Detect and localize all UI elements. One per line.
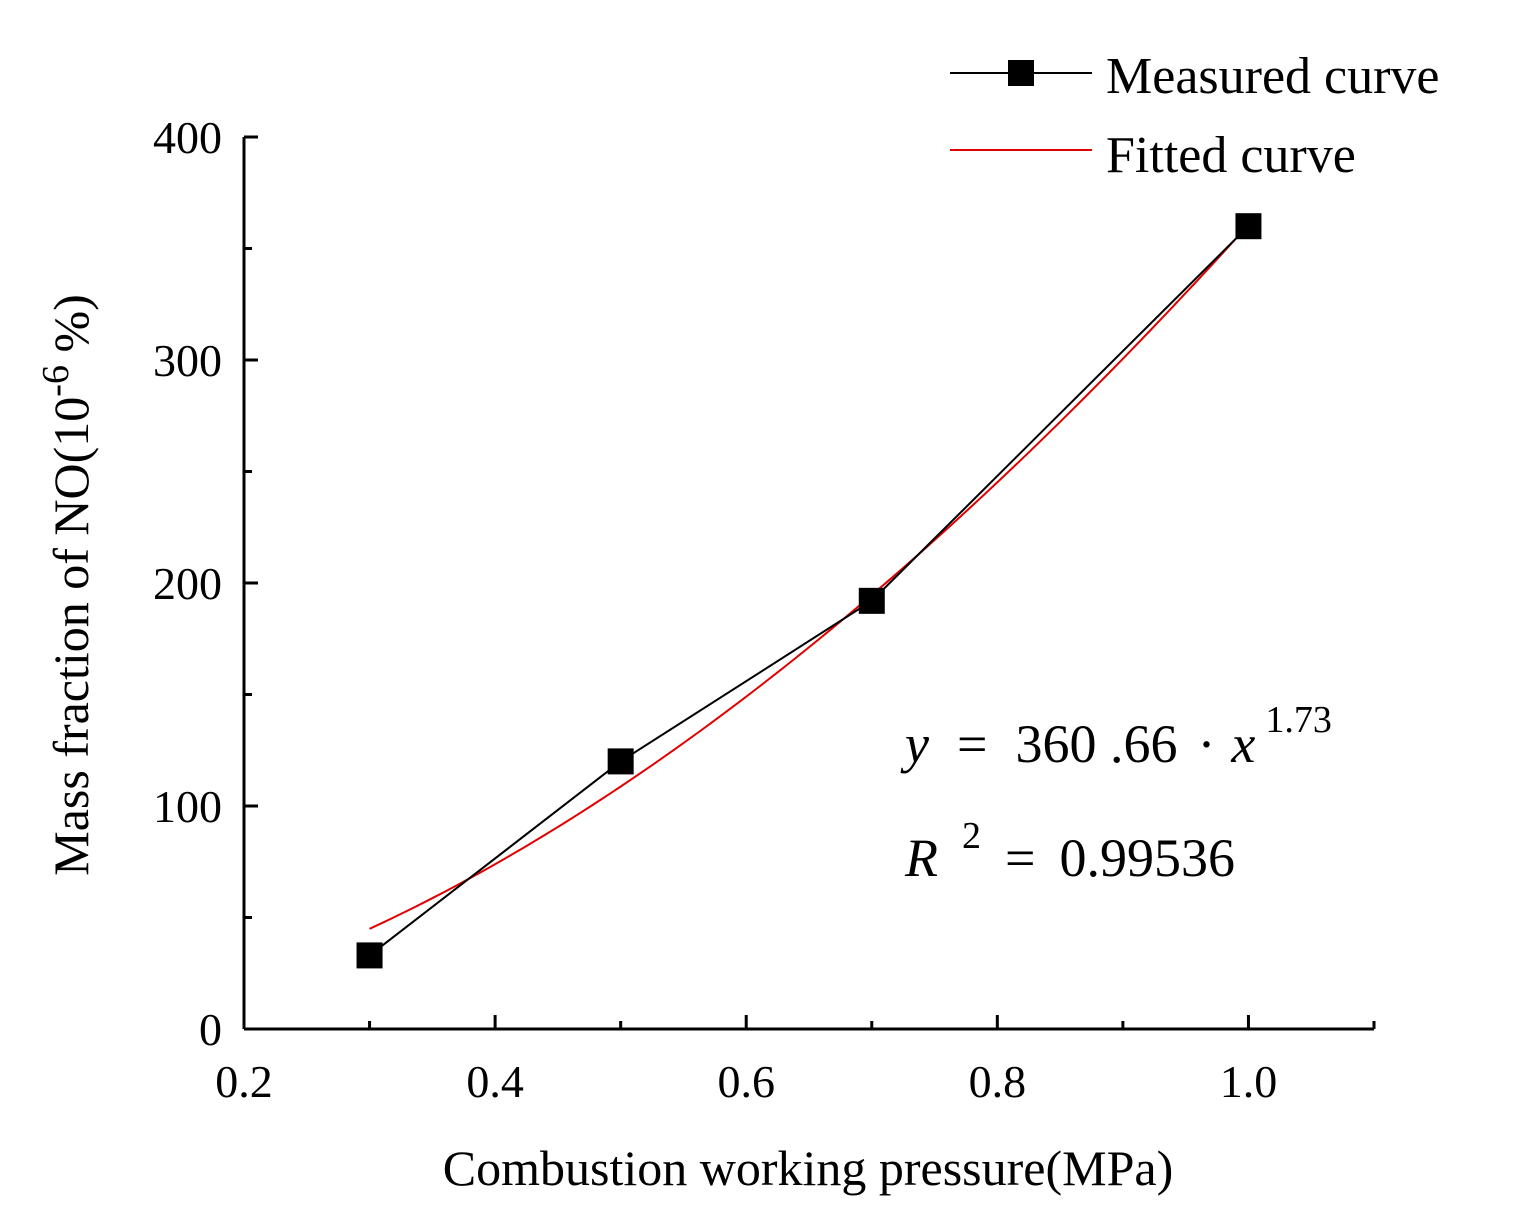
fitted-curve-line [369,224,1250,930]
measured-curve-line [368,225,1250,957]
measured-point [1235,213,1262,240]
y-axis-title-main: Mass fraction of NO(10 [43,397,99,876]
fit-equation: y = 360 .66 · x 1.73 R 2 = 0.99536 [900,699,1332,888]
legend-fitted-label: Fitted curve [1106,127,1356,184]
y-axis-title: Mass fraction of NO(10-6 %) [35,294,99,876]
measured-point [607,748,634,775]
r-value: 0.99536 [1059,828,1235,888]
measured-point [356,942,383,969]
y-axis-title-sup: -6 [35,365,77,397]
r-label: R [904,828,938,888]
x-tick-label: 1.0 [1220,1056,1278,1107]
series-layer [356,213,1262,969]
eq-x: x [1230,714,1255,774]
x-tick-label: 0.8 [969,1056,1027,1107]
y-tick-label: 200 [153,558,222,609]
equation-line: y = 360 .66 · x 1.73 [900,699,1332,774]
eq-y: y [900,714,929,774]
legend-measured-label: Measured curve [1106,48,1440,105]
legend-measured-marker [1008,60,1034,86]
x-axis-title: Combustion working pressure(MPa) [443,1140,1174,1196]
eq-exp: 1.73 [1265,699,1332,741]
eq-dot: · [1197,714,1215,774]
x-tick-label: 0.4 [466,1056,524,1107]
x-tick-label: 0.2 [215,1056,273,1107]
y-axis-title-tail: %) [43,294,99,365]
r-exp: 2 [962,815,981,857]
y-tick-label: 400 [153,112,222,163]
measured-point [858,587,885,614]
axis-ticks: 0.2 0.4 0.6 0.8 1.0 0 100 200 300 400 [153,112,1376,1107]
r-equals: = [1005,828,1035,888]
y-tick-label: 300 [153,335,222,386]
y-tick-label: 0 [199,1004,222,1055]
r-squared-line: R 2 = 0.99536 [904,815,1235,888]
y-tick-label: 100 [153,781,222,832]
legend: Measured curve Fitted curve [950,48,1440,184]
eq-equals: = [957,714,987,774]
x-tick-label: 0.6 [717,1056,775,1107]
eq-coef: 360 .66 [1015,714,1177,774]
